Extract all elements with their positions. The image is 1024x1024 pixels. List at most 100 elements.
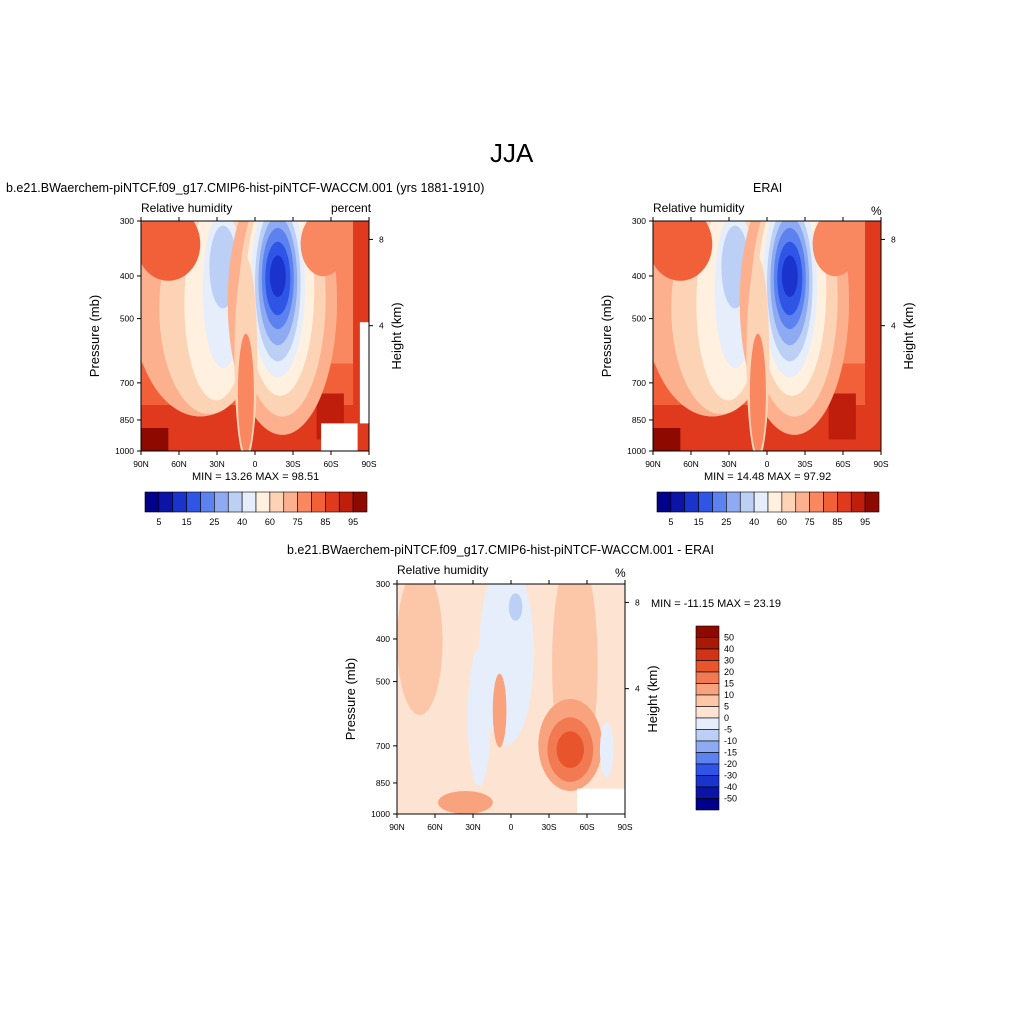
colorbar-swatch <box>695 775 720 788</box>
x-tick-label: 30S <box>797 459 812 469</box>
colorbar-swatch <box>695 625 720 638</box>
x-tick-label: 60N <box>171 459 187 469</box>
x-tick-label: 90S <box>873 459 888 469</box>
colorbar-swatch <box>695 648 720 661</box>
colorbar-label: 15 <box>182 517 192 527</box>
colorbar-label: -20 <box>724 759 737 769</box>
colorbar-label: -10 <box>724 736 737 746</box>
colorbar-label: 75 <box>805 517 815 527</box>
x-tick-label: 60S <box>323 459 338 469</box>
y-tick-label: 300 <box>120 216 134 226</box>
colorbar-label: -30 <box>724 771 737 781</box>
colorbar-swatch <box>695 786 720 799</box>
colorbar-swatch <box>656 491 672 513</box>
colorbar-swatch <box>214 491 229 513</box>
y2-axis-label: Height (km) <box>389 302 404 369</box>
figure-title: JJA <box>490 138 534 168</box>
y-tick-label: 400 <box>632 271 646 281</box>
x-tick-label: 30N <box>721 459 737 469</box>
x-tick-label: 0 <box>509 822 514 832</box>
colorbar-swatch <box>695 637 720 650</box>
x-tick-label: 60N <box>427 822 443 832</box>
colorbar-swatch <box>158 491 174 513</box>
panel3-right-label: % <box>615 566 626 580</box>
colorbar-swatch <box>753 491 769 513</box>
x-tick-label: 30N <box>209 459 225 469</box>
colorbar-label: 50 <box>724 633 734 643</box>
colorbar-swatch <box>255 491 271 513</box>
colorbar-swatch <box>241 491 257 513</box>
panel2-left-label: Relative humidity <box>653 201 745 215</box>
colorbar-swatch <box>338 491 354 513</box>
colorbar-label: 5 <box>668 517 673 527</box>
y-axis-label: Pressure (mb) <box>343 658 358 740</box>
panel2-right-label: % <box>871 204 882 218</box>
x-tick-label: 30S <box>541 822 556 832</box>
y-axis-label: Pressure (mb) <box>599 295 614 377</box>
colorbar-swatch <box>712 491 727 513</box>
colorbar-label: 0 <box>724 713 729 723</box>
panel2-title: ERAI <box>753 181 783 195</box>
y-tick-label: 500 <box>120 314 134 324</box>
y-tick-label: 1000 <box>371 809 390 819</box>
panel2-stats: MIN = 14.48 MAX = 97.92 <box>704 471 832 483</box>
x-tick-label: 30S <box>285 459 300 469</box>
x-tick-label: 30N <box>465 822 481 832</box>
colorbar-swatch <box>172 491 187 513</box>
colorbar-swatch <box>809 491 824 513</box>
colorbar-swatch <box>311 491 326 513</box>
colorbar-swatch <box>767 491 783 513</box>
colorbar-label: 15 <box>694 517 704 527</box>
y-tick-label: 500 <box>376 677 390 687</box>
colorbar-swatch <box>850 491 866 513</box>
x-tick-label: 60S <box>835 459 850 469</box>
colorbar-label: 75 <box>293 517 303 527</box>
x-tick-label: 90S <box>617 822 632 832</box>
colorbar-swatch <box>695 717 720 730</box>
colorbar-swatch <box>726 491 741 513</box>
y-tick-label: 300 <box>632 216 646 226</box>
colorbar-label: 25 <box>209 517 219 527</box>
colorbar-label: 85 <box>320 517 330 527</box>
x-tick-label: 90N <box>645 459 661 469</box>
colorbar-swatch <box>695 752 720 765</box>
colorbar-swatch <box>695 683 720 696</box>
colorbar-swatch <box>695 706 720 719</box>
colorbar-swatch <box>823 491 838 513</box>
colorbar-swatch <box>837 491 852 513</box>
x-tick-label: 90S <box>361 459 376 469</box>
colorbar-swatch <box>695 660 720 673</box>
panel3-title: b.e21.BWaerchem-piNTCF.f09_g17.CMIP6-his… <box>287 543 714 557</box>
panel3-left-label: Relative humidity <box>397 563 489 577</box>
x-tick-label: 90N <box>389 822 405 832</box>
y-tick-label: 850 <box>120 415 134 425</box>
panel1-stats: MIN = 13.26 MAX = 98.51 <box>192 471 320 483</box>
y-tick-label: 400 <box>376 634 390 644</box>
colorbar-swatch <box>200 491 215 513</box>
colorbar-swatch <box>684 491 699 513</box>
colorbar-label: -15 <box>724 748 737 758</box>
y-tick-label: 700 <box>120 378 134 388</box>
y2-axis-label: Height (km) <box>645 665 660 732</box>
y-tick-label: 700 <box>632 378 646 388</box>
colorbar-swatch <box>297 491 312 513</box>
colorbar-swatch <box>283 491 298 513</box>
colorbar-label: 40 <box>724 644 734 654</box>
colorbar-label: -40 <box>724 782 737 792</box>
y-tick-label: 500 <box>632 314 646 324</box>
colorbar-label: 25 <box>721 517 731 527</box>
colorbar-swatch <box>795 491 810 513</box>
panel1-title: b.e21.BWaerchem-piNTCF.f09_g17.CMIP6-his… <box>6 181 485 195</box>
colorbar-label: 5 <box>156 517 161 527</box>
y-tick-label: 1000 <box>627 446 646 456</box>
colorbar-label: 30 <box>724 656 734 666</box>
colorbar-label: 20 <box>724 667 734 677</box>
y-tick-label: 850 <box>632 415 646 425</box>
panel1-left-label: Relative humidity <box>141 201 233 215</box>
colorbar-label: 60 <box>265 517 275 527</box>
colorbar-label: 95 <box>860 517 870 527</box>
colorbar-label: 95 <box>348 517 358 527</box>
colorbar-swatch <box>781 491 797 513</box>
y-tick-label: 400 <box>120 271 134 281</box>
